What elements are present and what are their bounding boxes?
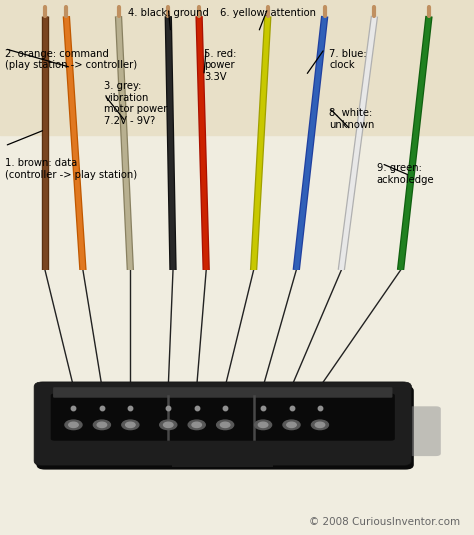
Circle shape — [315, 422, 325, 427]
Bar — [173, 460, 273, 468]
Circle shape — [255, 420, 272, 430]
Circle shape — [220, 422, 230, 427]
Text: 9. green:
acknoledge: 9. green: acknoledge — [377, 164, 435, 185]
FancyBboxPatch shape — [403, 406, 441, 456]
Circle shape — [122, 420, 139, 430]
Text: 8. white:
unknown: 8. white: unknown — [329, 108, 375, 129]
Text: 4. black: ground: 4. black: ground — [128, 8, 209, 18]
Circle shape — [126, 422, 135, 427]
Circle shape — [283, 420, 300, 430]
Text: 5. red:
power
3.3V: 5. red: power 3.3V — [204, 49, 236, 82]
Circle shape — [217, 420, 234, 430]
FancyBboxPatch shape — [34, 382, 411, 465]
Circle shape — [160, 420, 177, 430]
Circle shape — [192, 422, 201, 427]
Text: 6. yellow: attention: 6. yellow: attention — [220, 8, 316, 18]
Text: 1. brown: data
(controller -> play station): 1. brown: data (controller -> play stati… — [5, 158, 137, 180]
Circle shape — [65, 420, 82, 430]
Circle shape — [311, 420, 328, 430]
Circle shape — [258, 422, 268, 427]
Circle shape — [93, 420, 110, 430]
Text: 2. orange: command
(play station -> controller): 2. orange: command (play station -> cont… — [5, 49, 137, 70]
FancyBboxPatch shape — [36, 386, 414, 470]
Circle shape — [164, 422, 173, 427]
Circle shape — [188, 420, 205, 430]
Circle shape — [287, 422, 296, 427]
FancyBboxPatch shape — [51, 393, 395, 441]
Circle shape — [97, 422, 107, 427]
Text: 3. grey:
vibration
motor power
7.2V - 9V?: 3. grey: vibration motor power 7.2V - 9V… — [104, 81, 168, 126]
FancyBboxPatch shape — [53, 387, 392, 398]
Bar — [0, 0, 474, 135]
Text: © 2008 CuriousInventor.com: © 2008 CuriousInventor.com — [309, 517, 460, 527]
Circle shape — [69, 422, 78, 427]
Text: 7. blue:
clock: 7. blue: clock — [329, 49, 367, 70]
